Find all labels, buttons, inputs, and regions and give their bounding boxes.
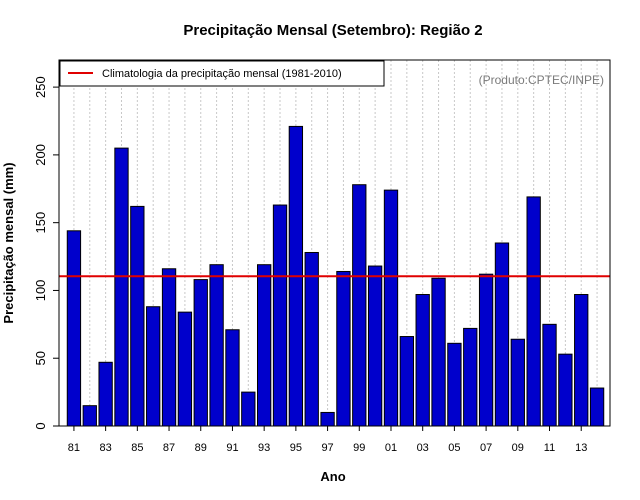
bar-90 [209, 264, 224, 427]
y-tick-label: 50 [33, 351, 48, 365]
bar-07 [478, 273, 494, 427]
bar-94 [272, 204, 288, 427]
x-tick-label-85: 85 [131, 442, 143, 454]
bar-01 [383, 189, 399, 427]
bar-92 [241, 391, 256, 427]
bar-04 [431, 277, 446, 427]
plot-frame [58, 59, 611, 427]
bar-99 [352, 184, 367, 427]
bar-85 [130, 205, 145, 427]
x-tick-label-97: 97 [321, 442, 333, 454]
bar-09 [510, 338, 525, 427]
bar-02 [399, 336, 414, 427]
bar-12 [558, 353, 573, 427]
legend-box [59, 60, 385, 87]
x-tick-label-11: 11 [544, 442, 555, 454]
bar-84 [114, 147, 129, 427]
source-annotation: (Produto:CPTEC/INPE) [479, 73, 604, 87]
bar-86 [146, 306, 161, 427]
bar-06 [463, 327, 478, 427]
chart-title: Precipitação Mensal (Setembro): Região 2 [183, 22, 482, 39]
x-tick-label-87: 87 [163, 442, 175, 454]
bar-11 [542, 323, 557, 427]
y-tick-label: 250 [33, 76, 48, 98]
y-tick-label: 0 [33, 422, 48, 429]
x-tick-label-83: 83 [100, 442, 112, 454]
legend-label: Climatologia da precipitação mensal (198… [102, 68, 342, 80]
x-tick-label-09: 09 [512, 442, 524, 454]
y-tick-label: 200 [33, 144, 48, 166]
bar-05 [447, 342, 462, 427]
bar-98 [336, 270, 351, 427]
x-tick-label-05: 05 [448, 442, 460, 454]
x-tick-label-89: 89 [195, 442, 207, 454]
x-axis-label: Ano [320, 469, 345, 484]
bar-82 [82, 405, 97, 427]
x-tick-label-91: 91 [226, 442, 238, 454]
y-tick-label: 100 [33, 280, 48, 302]
y-axis-label: Precipitação mensal (mm) [1, 162, 16, 323]
bar-81 [66, 230, 82, 427]
bar-03 [415, 294, 430, 427]
x-tick-label-01: 01 [385, 442, 397, 454]
bar-14 [589, 387, 605, 427]
x-tick-label-07: 07 [480, 442, 492, 454]
bar-10 [526, 196, 541, 427]
bar-97 [320, 411, 335, 427]
bar-87 [161, 268, 177, 427]
x-tick-label-93: 93 [258, 442, 270, 454]
bar-08 [494, 242, 510, 427]
bar-88 [177, 311, 193, 427]
bar-91 [225, 329, 240, 427]
bar-83 [98, 361, 113, 427]
bar-93 [257, 264, 272, 427]
x-tick-label-99: 99 [353, 442, 365, 454]
bar-96 [304, 251, 319, 427]
x-tick-label-13: 13 [575, 442, 587, 454]
x-tick-label-95: 95 [290, 442, 302, 454]
x-tick-label-81: 81 [68, 442, 80, 454]
bar-00 [367, 265, 383, 427]
bar-13 [574, 294, 589, 427]
bar-89 [193, 279, 208, 427]
x-tick-label-03: 03 [417, 442, 429, 454]
y-tick-label: 150 [33, 212, 48, 234]
